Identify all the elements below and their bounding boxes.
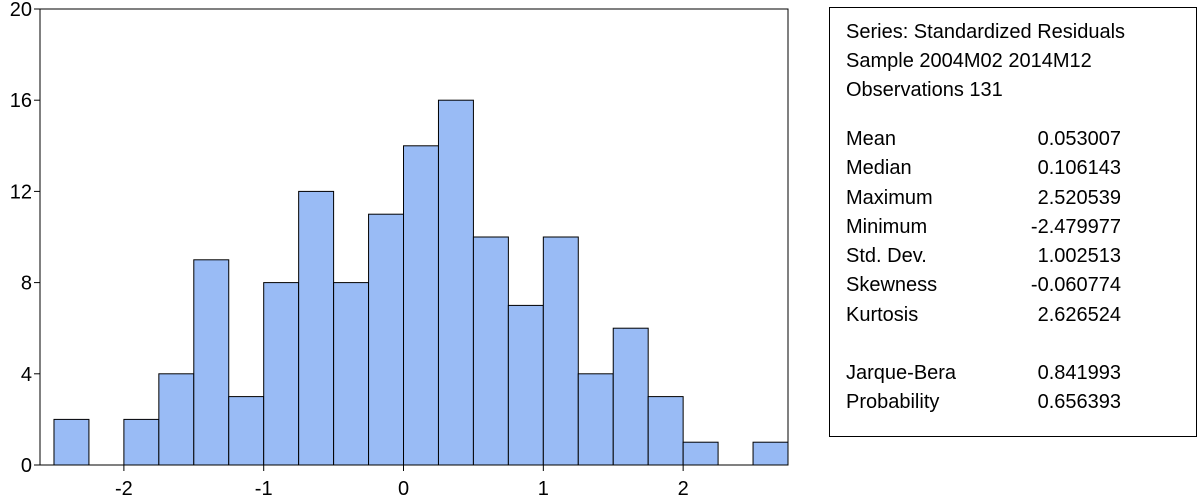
histogram-bar (752, 441, 789, 466)
stat-value: -0.060774 (1030, 274, 1121, 297)
y-tick-label: 0 (21, 455, 32, 477)
histogram-bar (298, 190, 335, 466)
stat-row-minimum: Minimum -2.479977 (846, 213, 1196, 242)
stat-name: Maximum (846, 186, 933, 209)
histogram-bar (263, 282, 300, 466)
stat-name (846, 330, 1014, 359)
histogram-bar (682, 441, 719, 466)
stat-row-median: Median 0.106143 (846, 154, 1196, 183)
stat-value: 0.841993 (1037, 362, 1121, 385)
stat-name: Median (846, 157, 912, 180)
histogram-bar (647, 396, 684, 466)
histogram-bar (577, 373, 614, 466)
stat-row-kurtosis: Kurtosis 2.626524 (846, 301, 1196, 330)
stat-value: 0.053007 (1037, 128, 1121, 150)
y-tick-label: 16 (10, 90, 32, 112)
plot-frame (39, 8, 789, 466)
y-tick-label: 4 (21, 364, 32, 386)
histogram-bar (123, 418, 160, 466)
histogram-bar (403, 145, 439, 466)
series-line: Series: Standardized Residuals (846, 21, 1126, 43)
stat-name: Probability (846, 391, 940, 414)
histogram-bar (507, 304, 544, 466)
stat-value: 2.520539 (1037, 186, 1121, 209)
stat-name: Kurtosis (846, 303, 919, 326)
histogram-bar (542, 236, 579, 466)
histogram-bar (228, 396, 265, 466)
x-tick-label: 1 (538, 478, 549, 500)
y-tick-label: 20 (10, 0, 32, 21)
y-tick-label: 12 (10, 181, 32, 203)
histogram-bar (193, 259, 230, 466)
x-tick-label: 0 (398, 478, 409, 500)
x-tick-label: 2 (678, 478, 689, 500)
stat-row-skewness: Skewness -0.060774 (846, 271, 1196, 300)
stat-row-probability: Probability 0.656393 (846, 388, 1196, 417)
stat-name: Minimum (846, 215, 928, 238)
stat-value: 0.106143 (1037, 157, 1121, 180)
histogram-bar (437, 99, 474, 466)
stat-name: Mean (846, 128, 897, 150)
y-tick-label: 8 (21, 273, 32, 295)
stat-name: Skewness (846, 274, 938, 297)
x-tick-label: -2 (115, 478, 133, 500)
stat-row-maximum: Maximum 2.520539 (846, 184, 1196, 213)
statistics-panel: Series: Standardized Residuals Sample 20… (829, 7, 1197, 437)
stat-value: 2.626524 (1037, 303, 1121, 326)
stat-value: -2.479977 (1030, 215, 1121, 238)
histogram-bar (333, 282, 370, 466)
stat-value (1014, 330, 1121, 359)
stat-row-spacer (846, 330, 1196, 359)
histogram-bar (472, 236, 509, 466)
histogram-bar (368, 213, 405, 466)
stat-value: 0.656393 (1037, 391, 1121, 414)
stats-table: Mean 0.053007 Median 0.106143 Maximum 2.… (846, 125, 1196, 418)
histogram-bar (53, 418, 90, 466)
stat-row-mean: Mean 0.053007 (846, 125, 1196, 154)
histogram-bar (612, 327, 649, 466)
x-tick-label: -1 (255, 478, 273, 500)
stat-name: Std. Dev. (846, 245, 927, 268)
observations-line: Observations 131 (846, 79, 1003, 101)
histogram-bar (158, 373, 195, 466)
stat-row-jarque-bera: Jarque-Bera 0.841993 (846, 359, 1196, 388)
sample-line: Sample 2004M02 2014M12 (846, 50, 1092, 72)
stat-name: Jarque-Bera (846, 362, 957, 385)
stat-value: 1.002513 (1037, 245, 1121, 268)
stat-row-std-dev: Std. Dev. 1.002513 (846, 242, 1196, 271)
bars-layer (53, 99, 789, 466)
